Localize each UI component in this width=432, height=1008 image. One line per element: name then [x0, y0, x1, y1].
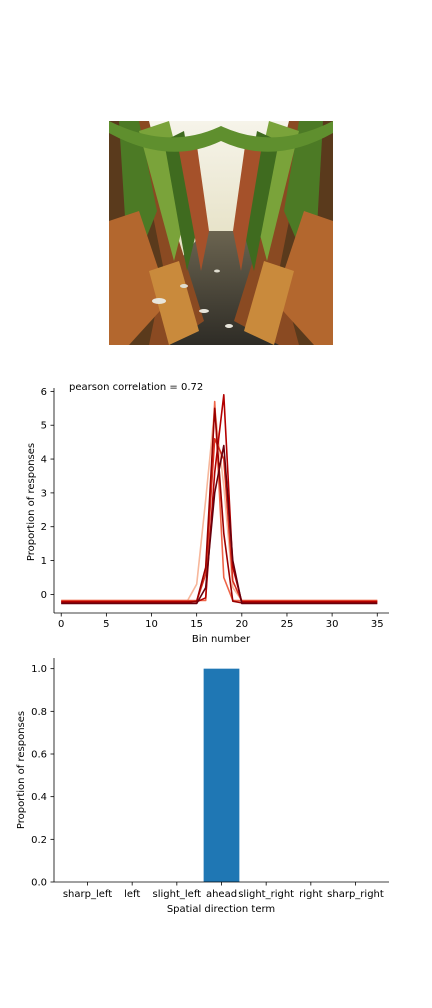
y-tick-label: 5 [41, 421, 47, 432]
y-tick-label: 3 [41, 488, 47, 499]
line-chart-x-label: Bin number [192, 634, 251, 645]
bar-chart-x-label: Spatial direction term [167, 904, 275, 915]
x-tick-label: 30 [326, 619, 339, 630]
x-tick-label: slight_left [153, 889, 202, 900]
x-tick-label: 20 [235, 619, 248, 630]
line-series-5 [61, 444, 378, 605]
x-tick-label: sharp_left [63, 889, 112, 900]
x-tick-label: 35 [371, 619, 384, 630]
line-series-3 [61, 394, 378, 603]
line-chart-x-ticks: 0 5 10 15 20 25 30 35 [58, 613, 384, 630]
x-tick-label: 10 [145, 619, 158, 630]
y-tick-label: 0.6 [31, 750, 47, 761]
y-tick-label: 0.0 [31, 878, 47, 889]
x-tick-label: 5 [103, 619, 109, 630]
line-chart-title: pearson correlation = 0.72 [69, 382, 203, 393]
x-tick-label: slight_right [238, 889, 294, 900]
x-tick-label: sharp_right [327, 889, 384, 900]
y-tick-label: 4 [41, 455, 47, 466]
line-chart: pearson correlation = 0.72 0 5 10 15 20 25 30 3… [26, 382, 389, 645]
y-tick-label: 0.2 [31, 835, 47, 846]
cornfield-photo [109, 121, 333, 345]
line-chart-y-ticks: 0 1 2 3 4 5 6 [41, 387, 54, 601]
bar-chart: sharp_left left slight_left ahead slight_rig… [16, 658, 389, 915]
y-tick-label: 6 [41, 387, 47, 398]
y-tick-label: 0 [41, 590, 47, 601]
bar-chart-y-ticks: 0.0 0.2 0.4 0.6 0.8 1.0 [31, 664, 54, 889]
y-tick-label: 2 [41, 522, 47, 533]
bar-ahead [203, 668, 240, 882]
x-tick-label: 25 [281, 619, 294, 630]
x-tick-label: right [299, 889, 323, 900]
bar-chart-bars [203, 668, 240, 882]
y-tick-label: 1 [41, 556, 47, 567]
line-chart-series [61, 394, 378, 605]
y-tick-label: 0.4 [31, 792, 47, 803]
bar-chart-x-ticks: sharp_left left slight_left ahead slight_rig… [63, 882, 384, 900]
x-tick-label: left [124, 889, 140, 900]
y-tick-label: 0.8 [31, 707, 47, 718]
x-tick-label: ahead [206, 889, 237, 900]
x-tick-label: 15 [190, 619, 203, 630]
bar-chart-y-label: Proportion of responses [16, 711, 27, 829]
cornfield-path-photo-icon [109, 121, 333, 345]
line-chart-y-label: Proportion of responses [26, 443, 37, 561]
x-tick-label: 0 [58, 619, 64, 630]
y-tick-label: 1.0 [31, 664, 47, 675]
